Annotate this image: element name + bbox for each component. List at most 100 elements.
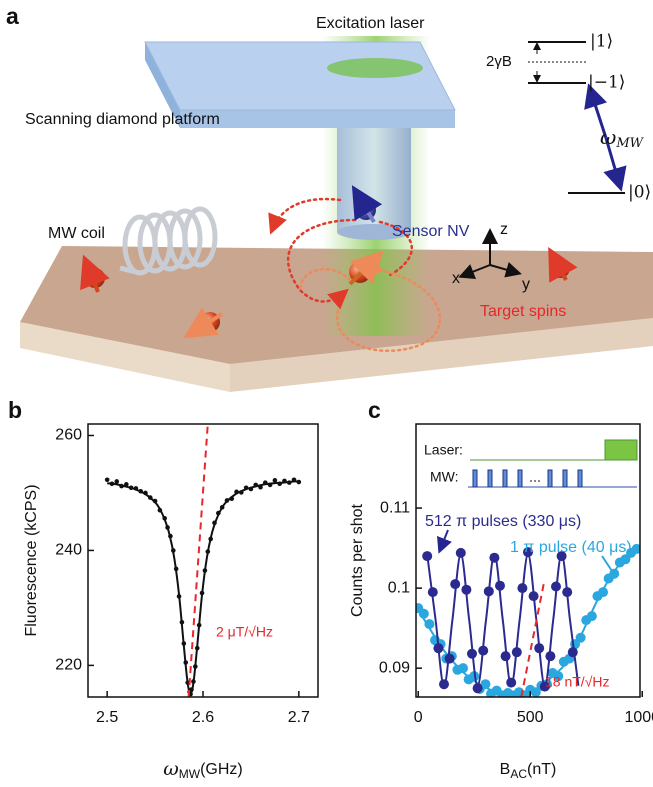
data-point [567,647,578,658]
annotation-line [520,583,545,697]
x-tick-label: 2.6 [192,709,214,726]
data-point [427,587,438,598]
data-point [450,579,461,590]
field-loop [335,256,442,353]
level-label: |1⟩ [590,32,613,52]
mw-pulse [502,469,508,488]
transition-arrow [603,137,627,192]
data-point [234,489,239,495]
data-point [196,622,202,628]
data-point [439,679,449,690]
data-point [551,581,561,592]
data-point [194,645,200,651]
data-point [467,648,477,659]
data-point [224,498,230,503]
data-point [586,611,597,622]
data-point [286,480,292,485]
data-point [296,479,302,485]
data-point [202,568,208,573]
dot [538,480,540,482]
x-tick-label: 2.5 [96,709,118,726]
data-point [483,586,494,597]
y-axis-label: Fluorescence (kCPS) [23,484,40,636]
data-point [205,549,211,554]
data-point [173,566,179,572]
data-point [124,482,129,487]
data-point [216,510,221,516]
y-tick-label: 0.1 [388,579,410,596]
data-point [162,515,167,521]
data-point [291,477,297,483]
laser-spot [327,58,423,78]
platform-top [144,41,456,111]
data-point [128,485,134,491]
data-point [424,619,435,630]
x-tick-label: 0 [414,709,423,726]
data-point [282,478,287,484]
energy-levels [528,41,627,194]
data-point [472,683,483,694]
data-point [157,507,163,513]
pillar-tip [337,224,411,240]
mw-pulse [472,469,478,488]
plot-area [104,424,302,697]
x-label-sub: AC [510,767,527,781]
data-point [631,543,640,554]
data-point [539,681,550,692]
data-point [179,619,185,625]
data-point [119,483,124,489]
nv-arrow [351,185,383,224]
mw-pulse [547,469,553,488]
data-point [199,590,205,596]
data-point [461,584,472,595]
data-point [262,480,268,485]
pillar-body [337,128,411,232]
data-point [277,481,282,487]
dot [530,480,532,482]
data-point [267,482,273,488]
mw-pulse [487,469,493,488]
spin-arrow [348,250,384,286]
panel-label: a [6,3,19,29]
spin-arrow [548,246,578,283]
data-point [176,594,182,599]
data-point [229,496,235,502]
data-point [208,536,213,542]
target-spins [80,246,578,339]
x-label-unit: (GHz) [200,761,243,778]
spin-arrow [80,254,110,293]
field-loop [287,218,357,310]
field-loop [268,197,342,235]
data-point [133,486,139,491]
x-label-sub: MW [179,767,201,781]
data-point [181,641,187,646]
field-loops [268,197,442,353]
data-point [243,485,249,491]
y-tick-label: 220 [55,657,82,674]
mw-pulse [517,469,523,488]
label: Sensor NV [392,223,470,240]
label: MW coil [48,225,105,242]
data-point [138,488,144,494]
subscript: MW [615,136,644,151]
data-point [143,490,148,496]
x-label-main: B [500,761,511,778]
data-point [523,547,533,558]
axis-label: z [500,221,508,238]
series-label: 512 π pulses (330 μs) [425,513,581,530]
data-point [170,548,176,553]
nv-spin [351,185,383,224]
laser-pulse [604,439,638,461]
panel-label: b [8,397,22,423]
x-axis-label: ωMW(GHz) [163,758,242,781]
data-point [239,490,244,495]
data-point [553,671,564,682]
field-loop [298,268,352,292]
symbol: ω [600,125,616,149]
x-tick-label: 500 [517,709,544,726]
pulse-inset: Laser: MW: [424,439,638,488]
data-point [489,552,500,563]
data-point [598,587,609,598]
data-point [506,677,517,688]
